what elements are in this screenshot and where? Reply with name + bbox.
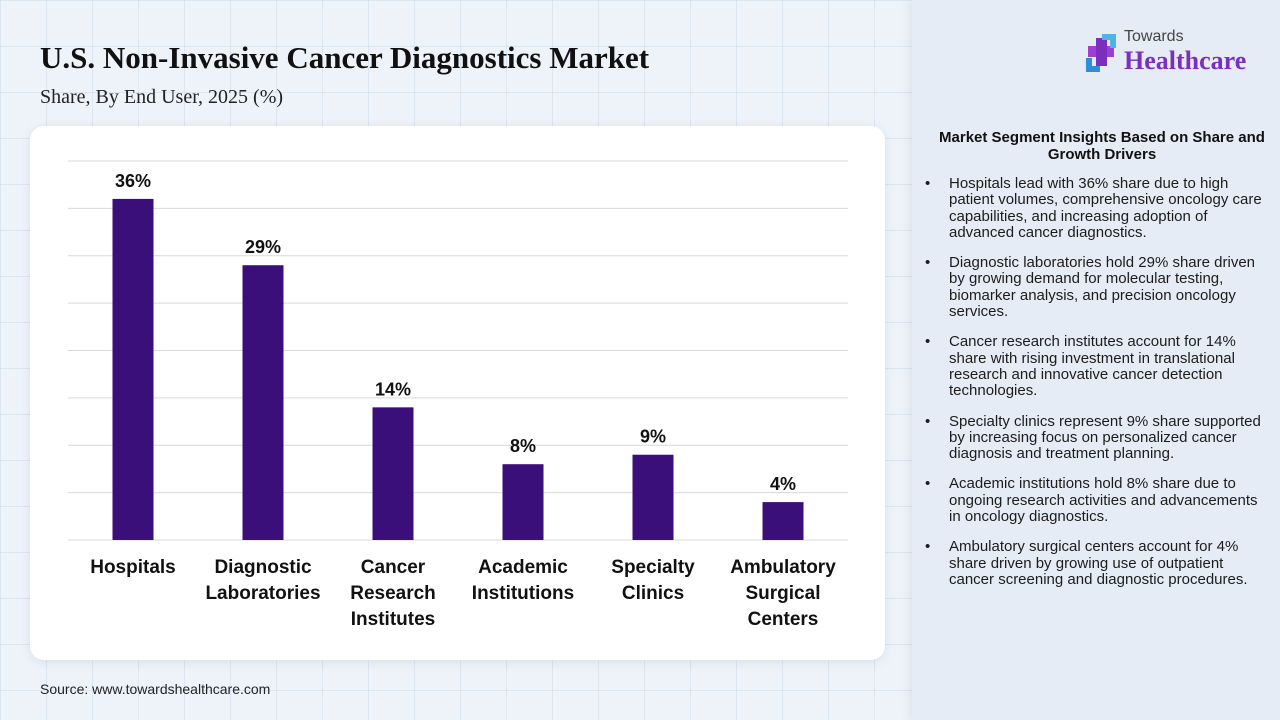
tick-label: Diagnostic Laboratories	[205, 557, 320, 604]
insight-text: Specialty clinics represent 9% share sup…	[949, 412, 1261, 463]
tick-label-line: Diagnostic	[214, 557, 312, 578]
bar-chart: 36% 29% 14% 8% 9% 4% Hospitals Diagnostic Labor…	[68, 160, 848, 630]
list-item: • Ambulatory surgical centers account for…	[922, 539, 1272, 588]
bar[interactable]	[372, 407, 414, 540]
data-label: 14%	[375, 379, 411, 399]
list-item: • Diagnostic laboratories hold 29% share …	[922, 254, 1272, 321]
tick-label: Specialty Clinics	[611, 557, 695, 604]
bar[interactable]	[632, 454, 674, 540]
list-item: • Hospitals lead with 36% share due to hi…	[922, 175, 1272, 241]
chart-section: U.S. Non-Invasive Cancer Diagnostics Mar…	[30, 40, 885, 697]
tick-label-line: Laboratories	[205, 583, 320, 604]
tick-label-line: Clinics	[622, 583, 684, 604]
list-item: • Academic institutions hold 8% share due…	[922, 476, 1272, 525]
bullet-icon: •	[925, 412, 931, 430]
logo-text-big: Healthcare	[1124, 46, 1247, 75]
bar[interactable]	[502, 464, 544, 540]
insight-text: Ambulatory surgical centers account for …	[949, 538, 1248, 588]
chart-card: 36% 29% 14% 8% 9% 4% Hospitals Diagnostic Labor…	[30, 126, 885, 660]
logo-text-small: Towards	[1124, 28, 1184, 45]
bullet-icon: •	[925, 254, 931, 272]
insights-list: • Hospitals lead with 36% share due to hi…	[922, 175, 1272, 602]
data-label: 8%	[510, 436, 536, 456]
tick-label-line: Specialty	[611, 557, 695, 578]
data-label: 9%	[640, 427, 666, 447]
insights-panel: Towards Healthcare Market Segment Insigh…	[912, 0, 1280, 720]
page-subtitle: Share, By End User, 2025 (%)	[40, 86, 284, 108]
bar[interactable]	[762, 502, 804, 540]
insight-text: Cancer research institutes account for 1…	[949, 333, 1236, 400]
bars	[112, 198, 804, 540]
bar[interactable]	[242, 265, 284, 540]
list-item: • Cancer research institutes account for …	[922, 334, 1272, 399]
list-item: • Specialty clinics represent 9% share su…	[922, 412, 1272, 463]
tick-label-line: Research	[350, 583, 436, 604]
bullet-icon: •	[925, 333, 931, 351]
data-label: 4%	[770, 474, 796, 494]
bullet-icon: •	[925, 538, 931, 556]
tick-label-line: Surgical	[746, 583, 821, 604]
gridlines	[68, 160, 848, 541]
tick-label: Cancer Research Institutes	[350, 557, 436, 630]
insight-text: Academic institutions hold 8% share due …	[949, 475, 1258, 526]
tick-label: Ambulatory Surgical Centers	[730, 557, 836, 630]
tick-label-line: Academic	[478, 557, 568, 578]
tick-label: Academic Institutions	[472, 557, 574, 604]
insight-text: Diagnostic laboratories hold 29% share d…	[949, 254, 1256, 321]
tick-label-line: Hospitals	[90, 557, 176, 578]
medical-cross-logo-icon	[1086, 34, 1116, 72]
tick-label-line: Institutions	[472, 583, 574, 604]
category-labels: Hospitals Diagnostic Laboratories Cancer Res…	[90, 557, 836, 630]
bar[interactable]	[112, 198, 154, 540]
tick-label-line: Ambulatory	[730, 557, 836, 578]
tick-label: Hospitals	[90, 557, 176, 578]
bullet-icon: •	[925, 175, 931, 192]
tick-label-line: Cancer	[361, 557, 426, 578]
page-title: U.S. Non-Invasive Cancer Diagnostics Mar…	[40, 40, 650, 75]
tick-label-line: Institutes	[351, 609, 435, 630]
data-label: 36%	[115, 171, 151, 191]
source-note: Source: www.towardshealthcare.com	[40, 681, 271, 697]
value-labels: 36% 29% 14% 8% 9% 4%	[115, 171, 796, 494]
brand-logo[interactable]: Towards Healthcare	[1082, 26, 1272, 80]
data-label: 29%	[245, 237, 281, 257]
insight-text: Hospitals lead with 36% share due to hig…	[949, 175, 1262, 241]
insights-title: Market Segment Insights Based on Share a…	[939, 129, 1265, 163]
bullet-icon: •	[925, 475, 931, 493]
tick-label-line: Centers	[748, 609, 819, 630]
